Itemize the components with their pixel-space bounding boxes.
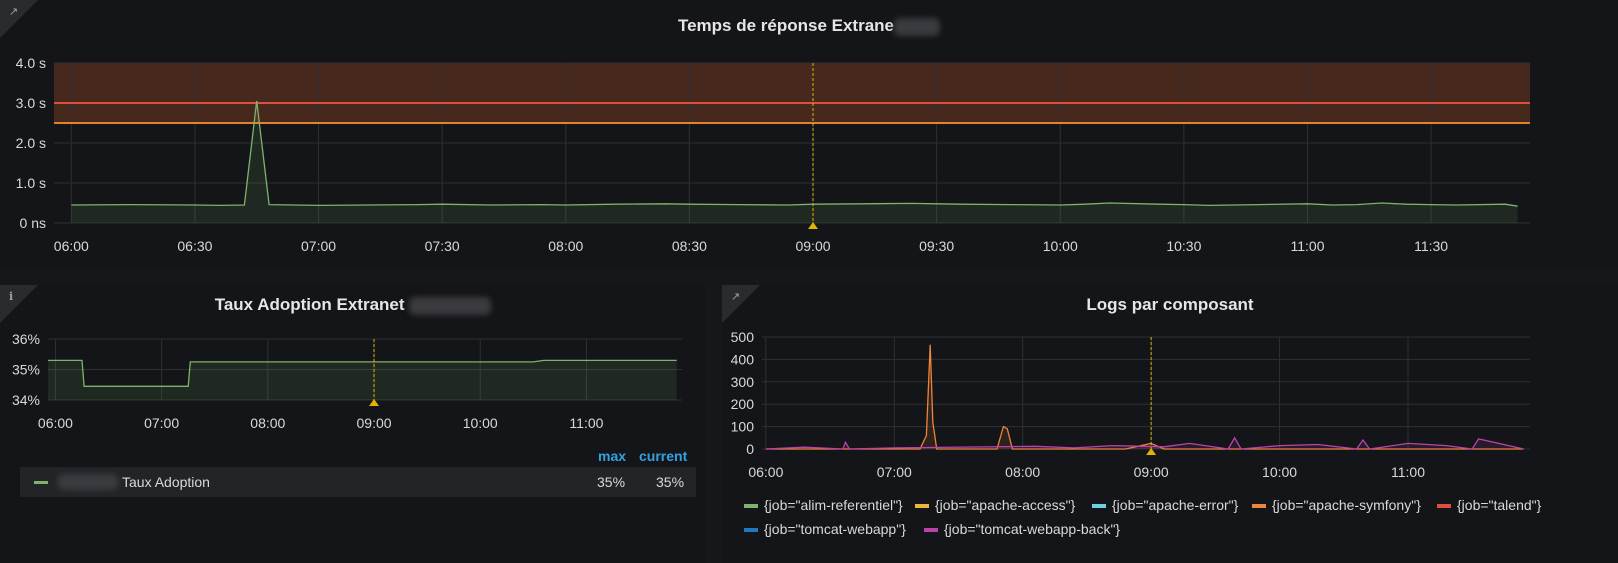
x-tick-label: 09:00 [795,238,830,254]
x-tick-label: 07:00 [877,464,912,480]
y-tick-label: 3.0 s [16,95,46,111]
x-tick-label: 10:30 [1166,238,1201,254]
x-tick-label: 06:00 [38,415,73,431]
y-tick-label: 0 [746,441,754,457]
y-tick-label: 34% [12,392,40,408]
legend-item[interactable]: {job="tomcat-webapp"} [744,521,906,537]
legend-label: {job="tomcat-webapp"} [764,521,906,537]
panel-corner[interactable] [0,285,38,323]
adoption-chart[interactable]: 34% 35% 36% 06:00 07:00 08:00 09:00 10:00 11:00 [0,325,706,485]
legend-label: {job="apache-symfony"} [1272,497,1421,513]
x-tick-label: 07:30 [425,238,460,254]
x-tick-label: 08:00 [1005,464,1040,480]
logs-panel: ↗ Logs par composant 0 100 200 300 400 500 06:… [722,285,1618,563]
x-tick-label: 11:00 [1391,464,1425,480]
x-tick-label: 11:30 [1414,238,1448,254]
series-line [765,436,1524,450]
series-line [765,344,1524,450]
x-tick-label: 11:00 [1290,238,1324,254]
x-tick-label: 10:00 [463,415,498,431]
y-tick-label: 4.0 s [16,55,46,71]
redacted-text [894,17,941,36]
x-tick-label: 06:30 [177,238,212,254]
x-tick-label: 10:00 [1262,464,1297,480]
legend-label: Taux Adoption [122,474,210,490]
x-tick-label: 09:00 [357,415,392,431]
legend-label: {job="talend"} [1457,497,1542,513]
legend-item[interactable]: {job="apache-access"} [915,497,1075,513]
y-tick-label: 100 [731,419,755,435]
legend-label: {job="alim-referentiel"} [764,497,903,513]
y-tick-label: 35% [12,362,40,378]
annotation-marker [808,222,819,229]
legend-label: {job="tomcat-webapp-back"} [944,521,1121,537]
x-tick-label: 11:00 [569,415,603,431]
legend-max-value: 35% [597,474,626,490]
response-time-chart[interactable]: 0 ns 1.0 s 2.0 s 3.0 s 4.0 s 06:00 06:30 07:00 0… [0,0,1618,268]
y-tick-label: 36% [12,331,40,347]
panel-corner[interactable] [722,285,760,323]
legend-swatch [1437,504,1451,509]
legend-label: {job="apache-error"} [1112,497,1239,513]
x-tick-label: 06:00 [748,464,783,480]
x-tick-label: 09:00 [1134,464,1169,480]
panel-title[interactable]: Logs par composant [1086,295,1254,314]
adoption-panel: i Taux Adoption Extranet 34% 35% 36% 06:00 0… [0,285,706,563]
y-tick-label: 300 [731,374,755,390]
series-swatch [34,481,48,484]
panel-corner[interactable] [0,0,38,38]
legend-swatch [915,504,929,509]
external-link-icon[interactable]: ↗ [731,291,741,303]
redacted-text [409,296,492,315]
legend-header-max[interactable]: max [598,448,627,464]
legend-item[interactable]: {job="apache-symfony"} [1252,497,1421,513]
legend-item[interactable]: {job="tomcat-webapp-back"} [924,521,1120,537]
y-tick-label: 2.0 s [16,135,46,151]
legend-header-current[interactable]: current [639,448,688,464]
y-tick-label: 0 ns [20,215,46,231]
annotation-marker [369,399,380,406]
legend-swatch [744,504,758,509]
threshold-band [54,63,1530,123]
x-tick-label: 09:30 [919,238,954,254]
series-area [71,101,1518,223]
panel-title-text: Taux Adoption Extranet [214,295,405,314]
legend-swatch [924,528,938,533]
x-tick-label: 08:00 [548,238,583,254]
legend-item[interactable]: {job="apache-error"} [1092,497,1238,513]
x-tick-label: 06:00 [54,238,89,254]
series-line [71,100,1518,207]
legend-item[interactable]: {job="alim-referentiel"} [744,497,903,513]
panel-title-text: Temps de réponse Extrane [677,16,895,35]
x-tick-label: 08:30 [672,238,707,254]
series-area [48,360,677,400]
legend-swatch [1092,504,1106,509]
legend-current-value: 35% [656,474,685,490]
y-tick-label: 200 [731,396,755,412]
x-tick-label: 10:00 [1043,238,1078,254]
x-tick-label: 07:00 [144,415,179,431]
info-icon[interactable]: i [9,290,14,303]
y-tick-label: 500 [731,329,755,345]
y-tick-label: 1.0 s [16,175,46,191]
legend-label: {job="apache-access"} [935,497,1076,513]
legend-row[interactable]: Taux Adoption 35% 35% [20,467,696,497]
panel-title[interactable]: Temps de réponse Extrane [0,16,1618,36]
x-tick-label: 07:00 [301,238,336,254]
legend-swatch [1252,504,1266,509]
y-tick-label: 400 [731,351,755,367]
panel-title[interactable]: Taux Adoption Extranet [0,295,706,315]
logs-chart[interactable]: 0 100 200 300 400 500 06:00 07:00 08:00 09:00 10:0… [722,325,1618,485]
response-time-panel: ↗ Temps de réponse Extrane 0 ns 1.0 s 2.0 … [0,0,1618,268]
x-tick-label: 08:00 [250,415,285,431]
annotation-marker [1146,448,1157,455]
legend-swatch [744,528,758,533]
series-area [765,344,1524,449]
series-line [48,359,677,387]
redacted-text [58,474,118,490]
legend-item[interactable]: {job="talend"} [1437,497,1541,513]
external-link-icon[interactable]: ↗ [9,6,19,18]
